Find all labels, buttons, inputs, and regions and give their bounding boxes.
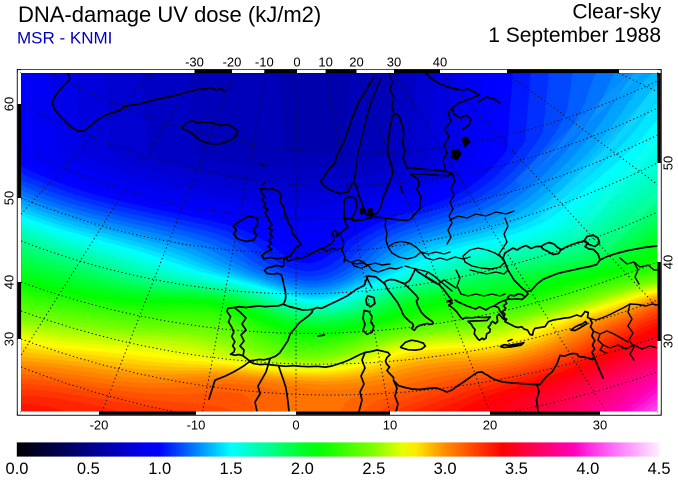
svg-text:2.0: 2.0 xyxy=(291,460,314,478)
svg-text:1.0: 1.0 xyxy=(148,460,171,478)
svg-text:4.5: 4.5 xyxy=(648,460,671,478)
svg-text:-10: -10 xyxy=(255,55,274,70)
svg-text:50: 50 xyxy=(661,156,676,170)
svg-text:DNA-damage UV dose (kJ/m2): DNA-damage UV dose (kJ/m2) xyxy=(18,2,321,27)
svg-text:40: 40 xyxy=(2,275,17,289)
svg-text:30: 30 xyxy=(2,332,17,346)
svg-text:3.5: 3.5 xyxy=(505,460,528,478)
svg-text:-30: -30 xyxy=(185,55,204,70)
svg-text:20: 20 xyxy=(349,55,363,70)
svg-text:4.0: 4.0 xyxy=(576,460,599,478)
svg-text:30: 30 xyxy=(661,334,676,348)
svg-text:Clear-sky: Clear-sky xyxy=(572,1,661,24)
svg-text:20: 20 xyxy=(483,418,497,433)
svg-text:60: 60 xyxy=(2,97,17,111)
svg-text:1 September 1988: 1 September 1988 xyxy=(488,24,661,47)
svg-text:-20: -20 xyxy=(90,418,109,433)
svg-text:40: 40 xyxy=(433,55,447,70)
svg-text:-10: -10 xyxy=(187,418,206,433)
svg-text:0.5: 0.5 xyxy=(77,460,100,478)
svg-text:3.0: 3.0 xyxy=(434,460,457,478)
svg-text:0.0: 0.0 xyxy=(6,460,29,478)
svg-text:1.5: 1.5 xyxy=(220,460,243,478)
svg-text:30: 30 xyxy=(387,55,401,70)
svg-text:MSR - KNMI: MSR - KNMI xyxy=(17,29,112,48)
svg-text:0: 0 xyxy=(293,55,300,70)
svg-text:0: 0 xyxy=(292,418,299,433)
svg-text:2.5: 2.5 xyxy=(362,460,385,478)
svg-text:30: 30 xyxy=(593,418,607,433)
svg-text:10: 10 xyxy=(383,418,397,433)
svg-text:50: 50 xyxy=(2,191,17,205)
svg-text:-20: -20 xyxy=(223,55,242,70)
svg-text:40: 40 xyxy=(661,255,676,269)
svg-text:10: 10 xyxy=(318,55,332,70)
